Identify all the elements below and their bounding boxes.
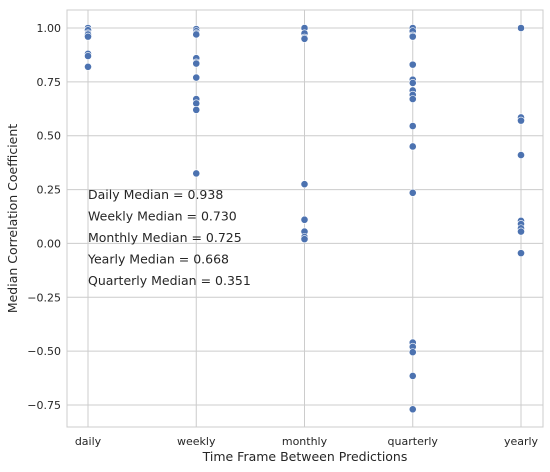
data-points — [84, 24, 525, 414]
y-tick-label: 0.25 — [37, 184, 62, 197]
data-point-daily — [84, 62, 92, 71]
y-tick-label: −0.75 — [27, 399, 61, 412]
data-point-quarterly — [408, 60, 417, 69]
data-point-weekly — [192, 30, 201, 39]
data-point-quarterly — [408, 95, 417, 103]
y-axis-label: Median Correlation Coefficient — [5, 124, 20, 313]
y-tick-label: 0.00 — [37, 237, 62, 250]
y-tick-label: 0.50 — [37, 130, 62, 143]
y-axis-ticks: −0.75 −0.50 −0.25 0.00 0.25 0.50 0.75 1.00 — [27, 22, 61, 412]
y-tick-label: 0.75 — [37, 76, 62, 89]
data-point-yearly — [517, 249, 525, 258]
median-annotation: Daily Median = 0.938 — [88, 187, 223, 202]
data-point-monthly — [300, 235, 309, 244]
data-point-yearly — [517, 116, 525, 125]
data-point-daily — [84, 52, 92, 60]
y-tick-label: −0.50 — [27, 345, 61, 358]
median-annotation: Weekly Median = 0.730 — [88, 209, 237, 224]
data-point-yearly — [517, 24, 525, 32]
x-axis-ticks: daily weekly monthly quarterly yearly — [75, 435, 539, 448]
data-point-monthly — [300, 180, 309, 189]
data-point-weekly — [192, 99, 201, 108]
x-tick-label: daily — [75, 435, 102, 448]
data-point-quarterly — [408, 32, 417, 41]
data-point-quarterly — [408, 188, 417, 197]
data-point-daily — [84, 32, 92, 41]
data-point-quarterly — [408, 405, 417, 414]
median-annotation: Monthly Median = 0.725 — [88, 230, 242, 245]
data-point-weekly — [192, 73, 201, 82]
data-point-monthly — [300, 34, 309, 43]
y-tick-label: 1.00 — [37, 22, 62, 35]
median-annotations: Daily Median = 0.938 Weekly Median = 0.73… — [87, 187, 251, 288]
median-annotation: Quarterly Median = 0.351 — [88, 273, 251, 288]
data-point-quarterly — [408, 348, 417, 357]
x-axis-label: Time Frame Between Predictions — [202, 449, 408, 464]
plot-frame — [66, 9, 544, 428]
data-point-quarterly — [408, 142, 417, 151]
data-point-weekly — [192, 169, 201, 178]
data-point-quarterly — [408, 122, 417, 130]
x-tick-label: weekly — [177, 435, 216, 448]
data-point-monthly — [300, 215, 309, 224]
data-point-yearly — [517, 151, 525, 160]
x-tick-label: quarterly — [388, 435, 439, 448]
data-point-quarterly — [408, 79, 417, 87]
y-tick-label: −0.25 — [27, 291, 61, 304]
median-annotation: Yearly Median = 0.668 — [87, 252, 229, 267]
x-tick-label: monthly — [282, 435, 328, 448]
data-point-quarterly — [408, 372, 417, 380]
data-point-yearly — [517, 227, 525, 236]
data-point-weekly — [192, 59, 201, 68]
data-point-weekly — [192, 105, 201, 114]
x-tick-label: yearly — [504, 435, 539, 448]
